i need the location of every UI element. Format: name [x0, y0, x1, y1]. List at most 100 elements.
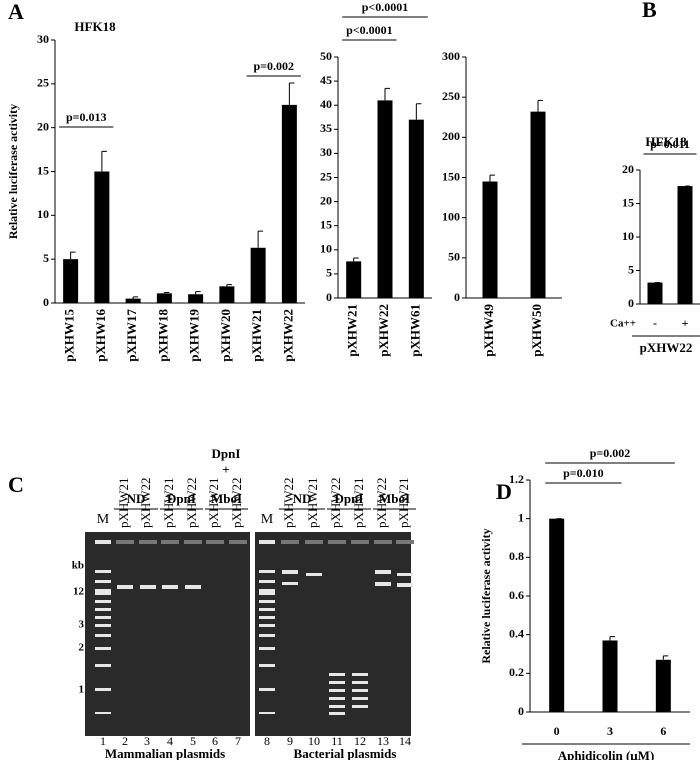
y-axis-label: Relative luciferase activity: [6, 104, 20, 239]
x-axis-label: pXHW22: [640, 340, 693, 355]
error-bar: [226, 284, 232, 287]
error-bar: [195, 291, 201, 295]
bar: [281, 104, 297, 303]
bar: [655, 659, 671, 712]
lane-number: 8: [264, 734, 270, 748]
y-tick-label: 0.2: [509, 665, 524, 679]
x-tick-label: pXHW50: [529, 304, 544, 357]
y-tick-label: 10: [320, 242, 332, 256]
kb-label: kb: [72, 560, 84, 572]
group-label: +: [222, 462, 229, 477]
lane-number: 1: [100, 734, 106, 748]
x-tick-label: pXHW17: [124, 309, 139, 362]
lane-number: 6: [212, 734, 218, 748]
bar: [482, 181, 498, 298]
bar: [549, 518, 565, 712]
error-bar: [415, 103, 422, 120]
group-label: DpnI: [167, 491, 196, 506]
bar: [219, 286, 235, 303]
gel-image: [85, 532, 414, 736]
bar: [677, 186, 693, 304]
sample-label: pXHW22: [281, 477, 296, 528]
x-axis-label: Aphidicolin (μM): [558, 748, 655, 760]
error-bar: [101, 150, 107, 172]
annotation: p=0.002: [590, 446, 631, 460]
condition-label: Ca++: [610, 318, 636, 330]
gel-caption: Mammalian plasmids: [105, 746, 225, 760]
sample-label: pXHW21: [161, 477, 176, 528]
panel-label: C: [8, 472, 24, 497]
y-tick-label: 15: [622, 195, 634, 209]
bar: [602, 640, 618, 712]
annotation: p<0.0001: [362, 0, 409, 14]
y-tick-label: 0: [518, 704, 524, 718]
sample-label: pXHW22: [328, 477, 343, 528]
y-tick-label: 30: [320, 145, 332, 159]
y-tick-label: 45: [320, 73, 332, 87]
y-axis-label: Relative luciferase activity: [479, 528, 493, 663]
lane-number: 5: [190, 734, 196, 748]
sample-label: pXHW22: [184, 477, 199, 528]
bar: [346, 261, 362, 298]
sample-label: pXHW21: [305, 477, 320, 528]
y-tick-label: 10: [622, 229, 634, 243]
size-label: 1: [79, 684, 85, 696]
x-tick-label: 6: [660, 724, 666, 738]
x-tick-label: pXHW19: [187, 309, 202, 362]
chart-title: HFK18: [645, 134, 687, 149]
bar: [250, 247, 266, 303]
sample-label: pXHW21: [351, 477, 366, 528]
bar: [408, 119, 424, 298]
x-tick-label: pXHW20: [218, 309, 233, 362]
bar: [125, 298, 141, 303]
annotation: p<0.0001: [346, 23, 393, 37]
bar: [63, 259, 79, 303]
y-tick-label: 150: [442, 169, 460, 183]
x-tick-label: pXHW15: [62, 309, 77, 362]
y-tick-label: 0.4: [509, 626, 524, 640]
error-bar: [353, 257, 359, 262]
error-bar: [537, 99, 543, 112]
panel-label: D: [496, 479, 512, 504]
x-tick-label: pXHW61: [407, 304, 422, 357]
y-tick-label: 0: [43, 295, 49, 309]
y-tick-label: 25: [320, 169, 332, 183]
size-label: 12: [73, 586, 85, 598]
y-tick-label: 200: [442, 129, 460, 143]
y-tick-label: 20: [622, 162, 634, 176]
size-label: 3: [79, 619, 85, 631]
y-tick-label: 15: [320, 217, 332, 231]
bar: [647, 282, 663, 304]
lane-number: 4: [167, 734, 173, 748]
error-bar: [489, 174, 495, 182]
annotation: p=0.011: [650, 137, 690, 151]
error-bar: [609, 636, 615, 641]
y-tick-label: 40: [320, 97, 332, 111]
x-tick-label: -: [653, 316, 657, 330]
error-bar: [662, 655, 669, 660]
error-bar: [163, 291, 170, 294]
group-label: MboI: [211, 491, 242, 506]
annotation: p=0.010: [563, 466, 604, 480]
axis-line: [465, 57, 562, 299]
y-tick-label: 30: [37, 32, 49, 46]
y-tick-label: 250: [442, 89, 460, 103]
group-label: DpnI: [212, 446, 241, 461]
bar: [188, 294, 204, 303]
y-tick-label: 5: [326, 266, 332, 280]
y-tick-label: 50: [448, 250, 460, 264]
sample-label: pXHW22: [138, 477, 153, 528]
gel-caption: Bacterial plasmids: [294, 746, 397, 760]
lane-number: 9: [287, 734, 293, 748]
lane-number: 3: [144, 734, 150, 748]
lane-number: 2: [122, 734, 128, 748]
x-tick-label: pXHW22: [280, 309, 295, 362]
y-tick-label: 0: [454, 290, 460, 304]
y-tick-label: 50: [320, 49, 332, 63]
y-tick-label: 5: [43, 251, 49, 265]
y-tick-label: 0: [628, 296, 634, 310]
x-tick-label: 3: [607, 724, 613, 738]
bar: [377, 100, 393, 298]
lane-number: 10: [308, 734, 320, 748]
